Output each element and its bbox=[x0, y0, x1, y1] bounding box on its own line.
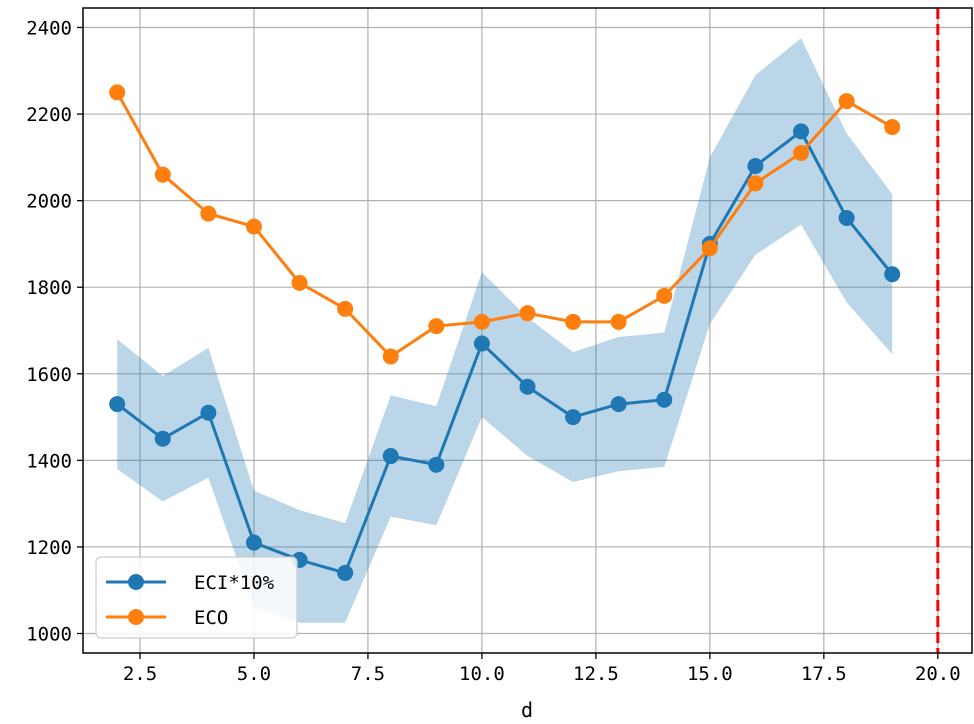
data-point bbox=[793, 123, 810, 140]
data-point bbox=[610, 396, 627, 413]
data-point bbox=[337, 300, 354, 317]
data-point bbox=[656, 391, 673, 408]
x-tick-label: 10.0 bbox=[459, 663, 505, 685]
x-tick-label: 20.0 bbox=[915, 663, 961, 685]
data-point bbox=[428, 318, 445, 335]
data-point bbox=[838, 209, 855, 226]
data-point bbox=[701, 240, 718, 257]
legend: ECI*10% ECO bbox=[95, 556, 298, 639]
data-point bbox=[747, 175, 764, 192]
confidence-bands bbox=[117, 38, 893, 623]
data-point bbox=[109, 84, 126, 101]
y-tick-label: 1200 bbox=[26, 537, 72, 559]
data-point bbox=[154, 430, 171, 447]
y-tick-label: 2400 bbox=[26, 17, 72, 39]
legend-swatch-marker bbox=[128, 574, 144, 590]
y-tick-label: 2000 bbox=[26, 191, 72, 213]
data-point bbox=[337, 564, 354, 581]
data-point bbox=[473, 335, 490, 352]
y-tick-label: 1400 bbox=[26, 450, 72, 472]
ticks: 2.5 5.0 7.5 10.0 12.5 15.0 17.5 20.0 1000 1200 140… bbox=[26, 17, 960, 685]
data-point bbox=[109, 396, 126, 413]
data-point bbox=[565, 313, 582, 330]
x-tick-label: 15.0 bbox=[687, 663, 733, 685]
data-point bbox=[519, 378, 536, 395]
confidence-band-0 bbox=[117, 38, 893, 623]
legend-label: ECI*10% bbox=[194, 572, 275, 594]
data-point bbox=[245, 534, 262, 551]
data-point bbox=[428, 456, 445, 473]
series-line-0 bbox=[116, 129, 894, 575]
data-point bbox=[473, 313, 490, 330]
x-tick-label: 5.0 bbox=[237, 663, 271, 685]
y-tick-label: 1600 bbox=[26, 364, 72, 386]
data-point bbox=[382, 348, 399, 365]
data-point bbox=[200, 205, 217, 222]
y-tick-label: 2200 bbox=[26, 104, 72, 126]
grid bbox=[83, 8, 972, 653]
plot-frame bbox=[82, 7, 973, 654]
data-point bbox=[747, 158, 764, 175]
y-tick-label: 1800 bbox=[26, 277, 72, 299]
x-tick-label: 2.5 bbox=[123, 663, 157, 685]
data-point bbox=[884, 266, 901, 283]
data-point bbox=[291, 274, 308, 291]
x-axis-label: d bbox=[521, 698, 533, 722]
legend-label: ECO bbox=[194, 607, 228, 629]
data-point bbox=[382, 448, 399, 465]
legend-swatch-marker bbox=[128, 609, 144, 625]
x-tick-label: 17.5 bbox=[801, 663, 847, 685]
x-tick-label: 7.5 bbox=[351, 663, 385, 685]
data-point bbox=[610, 313, 627, 330]
data-point bbox=[200, 404, 217, 421]
data-point bbox=[565, 409, 582, 426]
series-lines bbox=[109, 84, 901, 581]
y-tick-label: 1000 bbox=[26, 624, 72, 646]
data-point bbox=[154, 166, 171, 183]
x-tick-label: 12.5 bbox=[573, 663, 619, 685]
data-point bbox=[884, 119, 901, 136]
data-point bbox=[793, 145, 810, 162]
data-point bbox=[656, 287, 673, 304]
data-point bbox=[245, 218, 262, 235]
data-point bbox=[519, 305, 536, 322]
data-point bbox=[838, 93, 855, 110]
